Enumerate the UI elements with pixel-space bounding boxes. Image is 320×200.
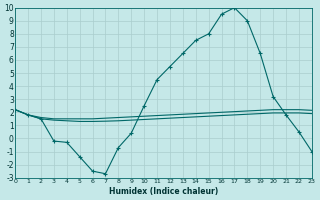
X-axis label: Humidex (Indice chaleur): Humidex (Indice chaleur) [109, 187, 218, 196]
